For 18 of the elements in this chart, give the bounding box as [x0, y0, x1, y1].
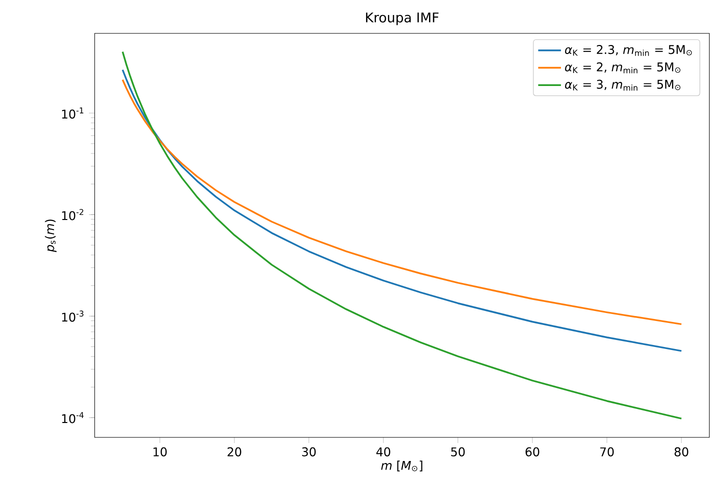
- x-tick-label: 50: [451, 447, 465, 456]
- legend-label: α$_{K}$ = 2, m$_{min}$ = 5M$_{⊙}$: [565, 62, 680, 74]
- x-axis-title: m [M$_{⊙}$]: [381, 460, 422, 472]
- y-tick-label: 10$^{-4}$: [62, 412, 84, 424]
- x-tick-label: 80: [674, 447, 688, 456]
- x-tick-label: 10: [154, 447, 167, 456]
- legend-label: α$_{K}$ = 3, m$_{min}$ = 5M$_{⊙}$: [565, 80, 680, 91]
- x-tick-label: 70: [600, 447, 614, 456]
- y-axis-title: p$_{s}$(m): [44, 220, 57, 252]
- x-tick-label: 60: [526, 447, 540, 456]
- legend-label: α$_{K}$ = 2.3, m$_{min}$ = 5M$_{⊙}$: [565, 44, 692, 56]
- x-tick-label: 40: [376, 447, 390, 456]
- y-tick-label: 10$^{-1}$: [62, 108, 84, 119]
- x-tick-label: 30: [302, 447, 316, 456]
- y-tick-label: 10$^{-2}$: [62, 208, 84, 220]
- chart-title: Kroupa IMF: [366, 12, 439, 26]
- y-tick-label: 10$^{-3}$: [62, 310, 84, 322]
- x-tick-label: 20: [228, 447, 242, 456]
